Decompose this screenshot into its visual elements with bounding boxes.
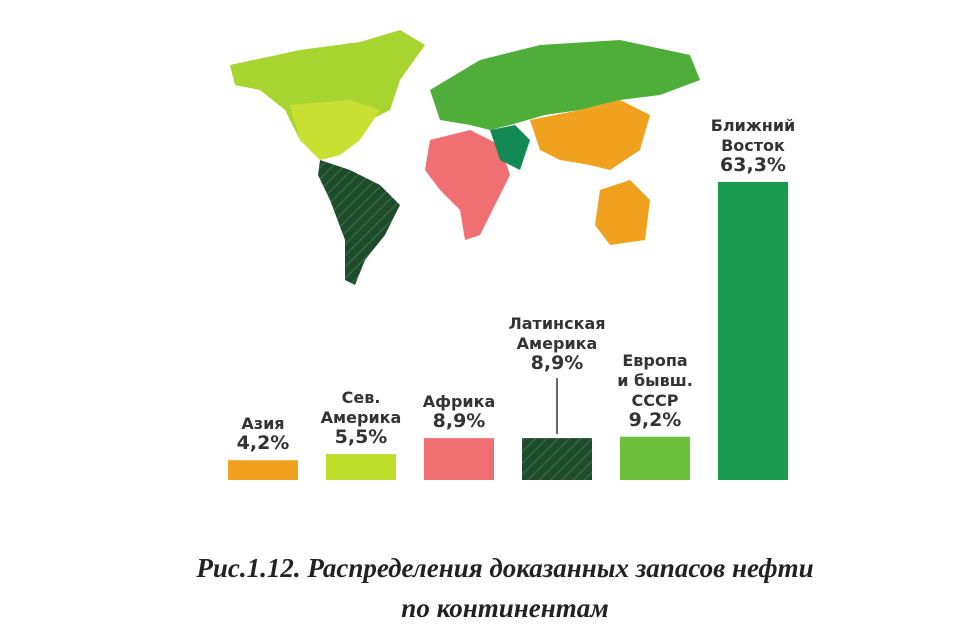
value-label: 4,2% xyxy=(236,432,290,455)
bar xyxy=(718,182,788,480)
value-label: 5,5% xyxy=(334,426,388,449)
bar xyxy=(620,436,690,480)
value-label: 8,9% xyxy=(530,352,584,375)
bar xyxy=(522,438,592,480)
value-label: 63,3% xyxy=(720,154,786,176)
value-label: 9,2% xyxy=(628,408,682,431)
category-label: Азия xyxy=(241,414,285,434)
bar xyxy=(228,460,298,480)
category-label: Латинская Америка xyxy=(508,314,606,354)
world-map xyxy=(230,30,700,285)
bar xyxy=(326,454,396,480)
category-label: Африка xyxy=(422,392,496,412)
category-label: Сев. Америка xyxy=(320,388,402,428)
category-label: Европа и бывш. СССР xyxy=(617,350,693,410)
caption: Рис.1.12. Распределения доказанных запас… xyxy=(196,553,814,623)
value-label: 8,9% xyxy=(432,410,486,433)
bar xyxy=(424,438,494,480)
category-label: Ближний Восток xyxy=(710,116,796,155)
